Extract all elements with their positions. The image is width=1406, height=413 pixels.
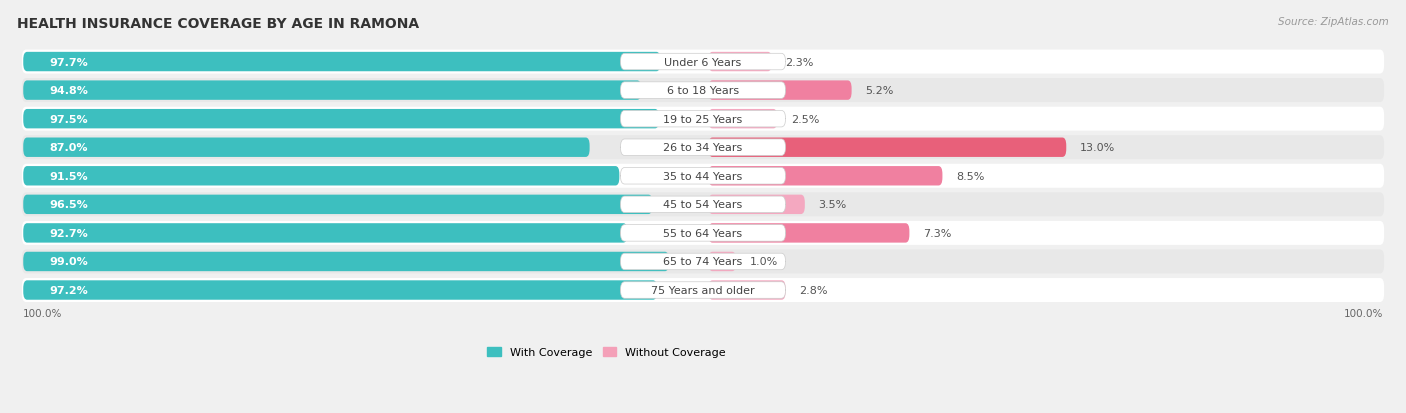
Text: 100.0%: 100.0% (1343, 308, 1382, 318)
FancyBboxPatch shape (22, 278, 1384, 302)
FancyBboxPatch shape (620, 225, 786, 242)
Text: 2.3%: 2.3% (786, 57, 814, 67)
Text: 2.8%: 2.8% (800, 285, 828, 295)
Text: 19 to 25 Years: 19 to 25 Years (664, 114, 742, 124)
Text: 7.3%: 7.3% (924, 228, 952, 238)
Text: 6 to 18 Years: 6 to 18 Years (666, 86, 740, 96)
FancyBboxPatch shape (22, 164, 1384, 188)
FancyBboxPatch shape (22, 221, 1384, 245)
FancyBboxPatch shape (620, 83, 786, 99)
Text: 13.0%: 13.0% (1080, 143, 1115, 153)
FancyBboxPatch shape (709, 167, 942, 186)
Text: 3.5%: 3.5% (818, 200, 846, 210)
FancyBboxPatch shape (620, 197, 786, 213)
FancyBboxPatch shape (709, 138, 1066, 157)
Text: 35 to 44 Years: 35 to 44 Years (664, 171, 742, 181)
Text: 94.8%: 94.8% (49, 86, 89, 96)
FancyBboxPatch shape (24, 195, 652, 214)
Text: 1.0%: 1.0% (749, 257, 778, 267)
Text: 75 Years and older: 75 Years and older (651, 285, 755, 295)
Text: 2.5%: 2.5% (792, 114, 820, 124)
Text: Source: ZipAtlas.com: Source: ZipAtlas.com (1278, 17, 1389, 26)
Text: 55 to 64 Years: 55 to 64 Years (664, 228, 742, 238)
FancyBboxPatch shape (709, 110, 778, 129)
FancyBboxPatch shape (620, 54, 786, 71)
Text: Under 6 Years: Under 6 Years (665, 57, 741, 67)
Text: 99.0%: 99.0% (49, 257, 89, 267)
Text: 91.5%: 91.5% (49, 171, 89, 181)
Text: 97.2%: 97.2% (49, 285, 89, 295)
Text: 26 to 34 Years: 26 to 34 Years (664, 143, 742, 153)
FancyBboxPatch shape (22, 250, 1384, 274)
FancyBboxPatch shape (24, 138, 589, 157)
Text: HEALTH INSURANCE COVERAGE BY AGE IN RAMONA: HEALTH INSURANCE COVERAGE BY AGE IN RAMO… (17, 17, 419, 31)
Text: 92.7%: 92.7% (49, 228, 89, 238)
Text: 65 to 74 Years: 65 to 74 Years (664, 257, 742, 267)
Text: 97.5%: 97.5% (49, 114, 89, 124)
Text: 5.2%: 5.2% (865, 86, 894, 96)
FancyBboxPatch shape (709, 195, 804, 214)
FancyBboxPatch shape (22, 136, 1384, 160)
FancyBboxPatch shape (709, 53, 772, 72)
FancyBboxPatch shape (620, 254, 786, 270)
Text: 87.0%: 87.0% (49, 143, 89, 153)
FancyBboxPatch shape (22, 107, 1384, 131)
FancyBboxPatch shape (24, 224, 627, 243)
FancyBboxPatch shape (22, 50, 1384, 74)
Text: 96.5%: 96.5% (49, 200, 89, 210)
Legend: With Coverage, Without Coverage: With Coverage, Without Coverage (482, 342, 730, 362)
FancyBboxPatch shape (620, 168, 786, 185)
FancyBboxPatch shape (24, 81, 641, 101)
FancyBboxPatch shape (22, 193, 1384, 217)
FancyBboxPatch shape (709, 252, 735, 271)
FancyBboxPatch shape (24, 252, 669, 271)
FancyBboxPatch shape (22, 79, 1384, 103)
FancyBboxPatch shape (24, 280, 657, 300)
Text: 100.0%: 100.0% (24, 308, 63, 318)
Text: 97.7%: 97.7% (49, 57, 89, 67)
FancyBboxPatch shape (620, 111, 786, 128)
FancyBboxPatch shape (709, 224, 910, 243)
FancyBboxPatch shape (620, 282, 786, 299)
FancyBboxPatch shape (24, 167, 619, 186)
FancyBboxPatch shape (24, 53, 661, 72)
Text: 45 to 54 Years: 45 to 54 Years (664, 200, 742, 210)
FancyBboxPatch shape (620, 140, 786, 156)
FancyBboxPatch shape (709, 81, 852, 101)
Text: 8.5%: 8.5% (956, 171, 984, 181)
FancyBboxPatch shape (24, 110, 659, 129)
FancyBboxPatch shape (709, 280, 786, 300)
